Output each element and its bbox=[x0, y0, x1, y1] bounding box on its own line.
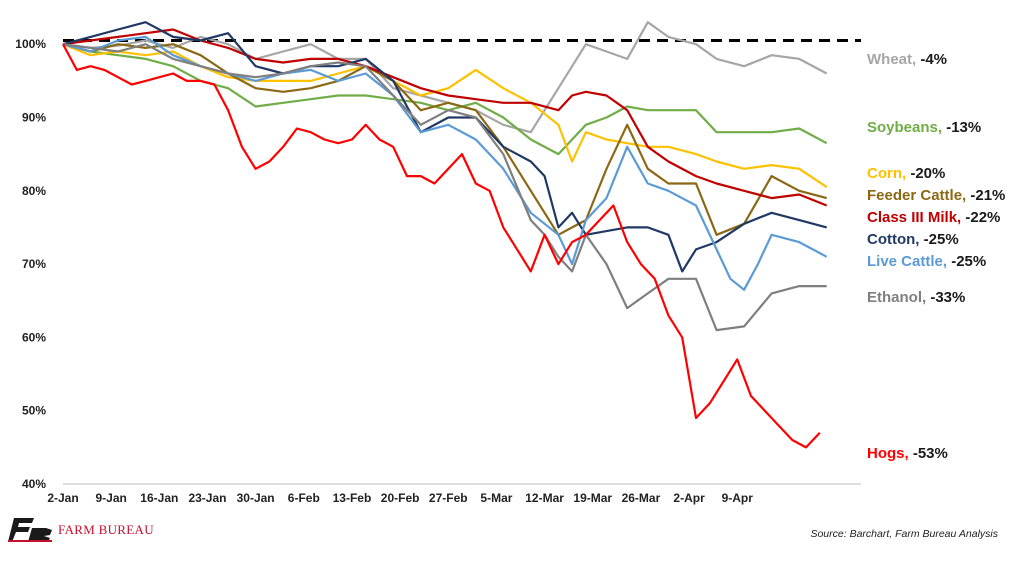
farm-bureau-mark-icon bbox=[8, 518, 52, 542]
y-tick-label: 70% bbox=[22, 257, 46, 271]
x-tick-label: 2-Apr bbox=[673, 491, 705, 505]
series-label-feeder-cattle: Feeder Cattle, -21% bbox=[867, 187, 1005, 204]
y-tick-label: 60% bbox=[22, 330, 46, 344]
series-line-corn bbox=[62, 43, 828, 189]
series-label-ethanol: Ethanol, -33% bbox=[867, 289, 965, 306]
series-label-cotton: Cotton, -25% bbox=[867, 231, 959, 248]
series-lines bbox=[62, 21, 828, 449]
x-tick-label: 30-Jan bbox=[237, 491, 275, 505]
y-tick-label: 40% bbox=[22, 477, 46, 491]
series-label-wheat: Wheat, -4% bbox=[867, 51, 947, 68]
series-line-wheat bbox=[62, 21, 828, 134]
x-tick-label: 20-Feb bbox=[381, 491, 420, 505]
series-line-hogs bbox=[62, 43, 821, 449]
x-tick-label: 19-Mar bbox=[573, 491, 612, 505]
x-tick-label: 9-Jan bbox=[95, 491, 126, 505]
y-tick-label: 90% bbox=[22, 111, 46, 125]
series-line-feeder-cattle bbox=[62, 43, 827, 236]
source-note: Source: Barchart, Farm Bureau Analysis bbox=[810, 528, 998, 540]
series-line-ethanol bbox=[62, 43, 827, 332]
y-tick-label: 50% bbox=[22, 404, 46, 418]
series-label-hogs: Hogs, -53% bbox=[867, 445, 948, 462]
x-tick-label: 5-Mar bbox=[480, 491, 512, 505]
series-labels: Wheat, -4% Soybeans, -13% Corn, -20% Feeder… bbox=[867, 51, 1005, 462]
x-axis-ticks: 2-Jan 9-Jan 16-Jan 23-Jan 30-Jan 6-Feb 13-Feb 2… bbox=[47, 491, 753, 505]
x-tick-label: 26-Mar bbox=[622, 491, 661, 505]
y-tick-label: 80% bbox=[22, 184, 46, 198]
x-tick-label: 27-Feb bbox=[429, 491, 468, 505]
x-tick-label: 9-Apr bbox=[722, 491, 754, 505]
x-tick-label: 2-Jan bbox=[47, 491, 78, 505]
series-label-soybeans: Soybeans, -13% bbox=[867, 119, 981, 136]
x-tick-label: 12-Mar bbox=[525, 491, 564, 505]
y-axis-ticks: 100% 90% 80% 70% 60% 50% 40% bbox=[15, 37, 46, 491]
x-tick-label: 16-Jan bbox=[140, 491, 178, 505]
series-label-corn: Corn, -20% bbox=[867, 165, 945, 182]
farm-bureau-logo-text: FARM BUREAU bbox=[58, 522, 154, 537]
series-label-class-iii-milk: Class III Milk, -22% bbox=[867, 209, 1000, 226]
x-tick-label: 13-Feb bbox=[333, 491, 372, 505]
y-tick-label: 100% bbox=[15, 37, 46, 51]
series-line-cotton bbox=[62, 21, 827, 273]
series-label-live-cattle: Live Cattle, -25% bbox=[867, 253, 986, 270]
x-tick-label: 6-Feb bbox=[288, 491, 320, 505]
x-tick-label: 23-Jan bbox=[188, 491, 226, 505]
farm-bureau-logo: FARM BUREAU bbox=[8, 517, 154, 543]
